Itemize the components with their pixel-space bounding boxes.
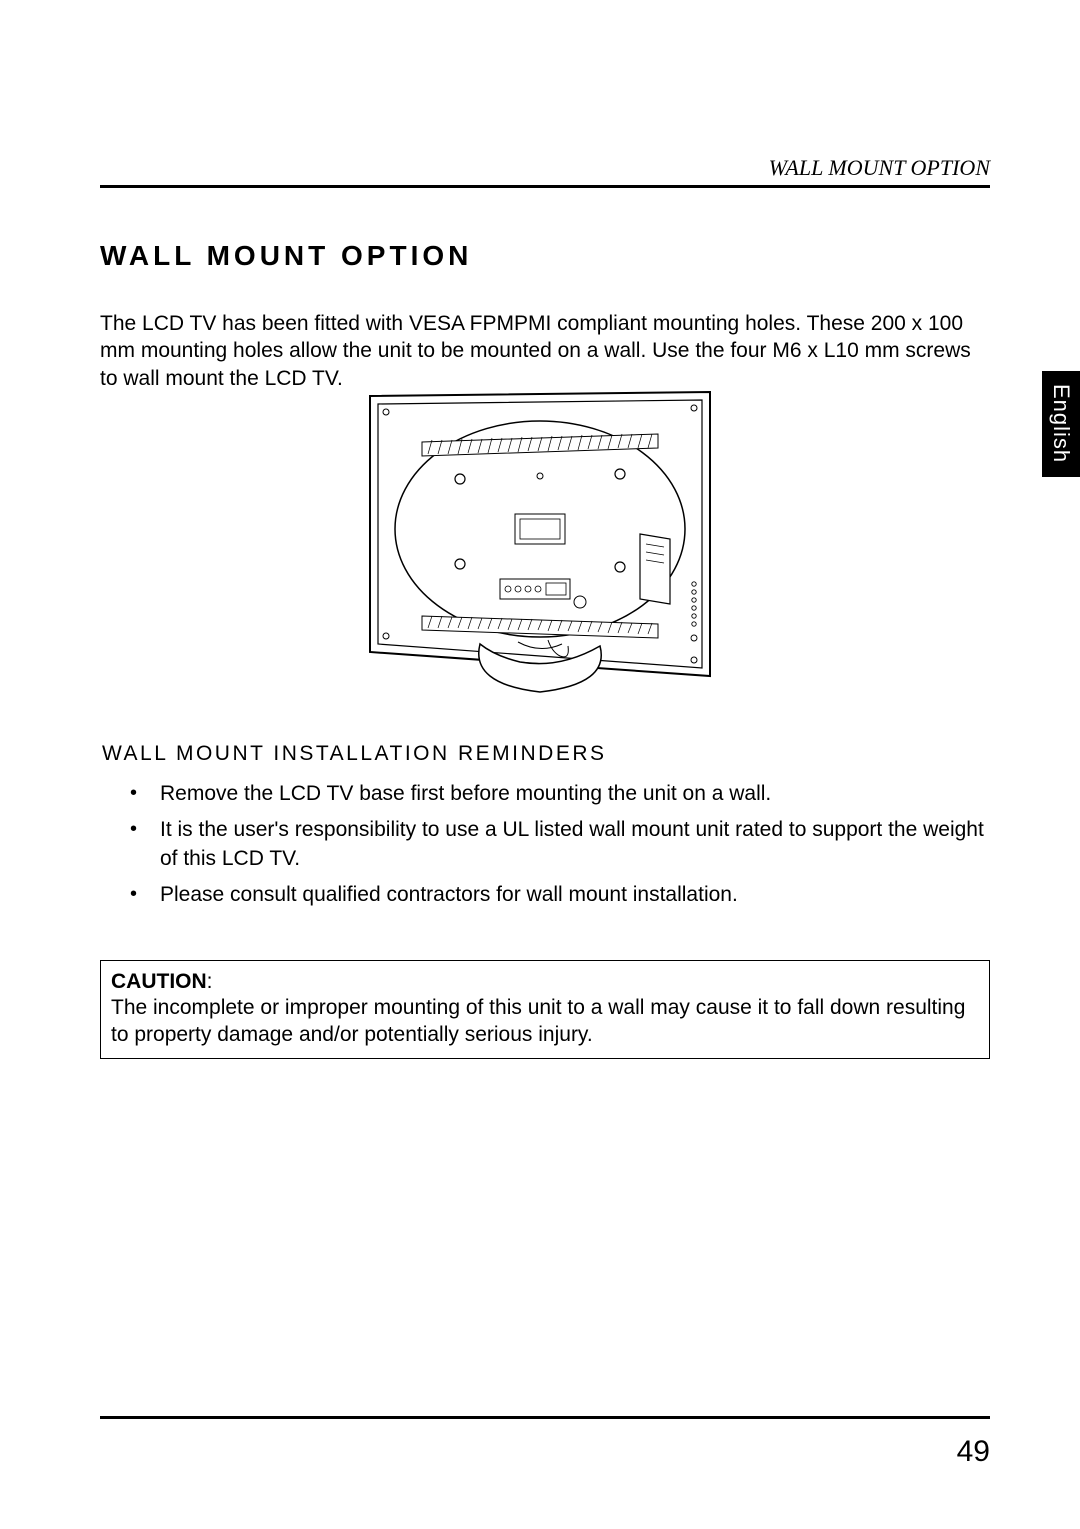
caution-label: CAUTION bbox=[111, 970, 207, 993]
language-tab-text: English bbox=[1048, 384, 1074, 463]
list-item: Please consult qualified contractors for… bbox=[120, 881, 990, 909]
manual-page: WALL MOUNT OPTION WALL MOUNT OPTION The … bbox=[0, 0, 1080, 1529]
header-rule bbox=[100, 185, 990, 188]
list-item: Remove the LCD TV base first before moun… bbox=[120, 780, 990, 808]
caution-box: CAUTION: The incomplete or improper moun… bbox=[100, 960, 990, 1059]
language-tab: English bbox=[1042, 371, 1080, 477]
section-heading: WALL MOUNT OPTION bbox=[100, 240, 472, 272]
list-item: It is the user's responsibility to use a… bbox=[120, 816, 990, 873]
reminder-list: Remove the LCD TV base first before moun… bbox=[120, 780, 990, 917]
subheading: WALL MOUNT INSTALLATION REMINDERS bbox=[102, 742, 607, 766]
header-section-label: WALL MOUNT OPTION bbox=[769, 155, 990, 181]
caution-text: The incomplete or improper mounting of t… bbox=[111, 996, 965, 1045]
tv-rear-figure bbox=[350, 384, 730, 714]
page-number: 49 bbox=[957, 1435, 990, 1469]
caution-colon: : bbox=[207, 970, 213, 993]
intro-paragraph: The LCD TV has been fitted with VESA FPM… bbox=[100, 310, 990, 392]
tv-rear-svg bbox=[350, 384, 730, 714]
footer-rule bbox=[100, 1416, 990, 1419]
